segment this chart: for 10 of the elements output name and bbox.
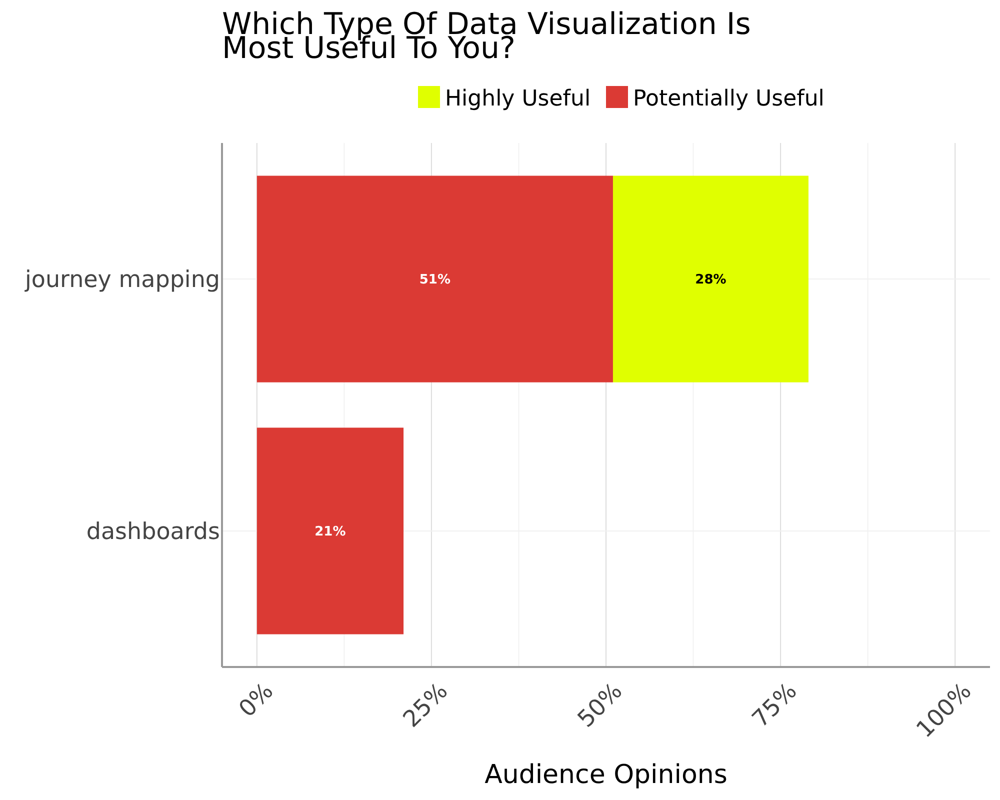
chart-title: Which Type Of Data Visualization Is Most Useful To You? <box>222 7 751 66</box>
legend-label: Potentially Useful <box>633 86 824 112</box>
legend-label: Highly Useful <box>445 86 591 112</box>
x-axis-title: Audience Opinions <box>484 760 728 790</box>
data-label: 21% <box>314 524 346 540</box>
y-tick-label: dashboards <box>86 519 220 546</box>
data-label: 51% <box>419 272 451 288</box>
y-tick-label: journey mapping <box>24 267 220 294</box>
x-tick-label: 0% <box>234 678 279 722</box>
data-label: 28% <box>695 272 726 288</box>
